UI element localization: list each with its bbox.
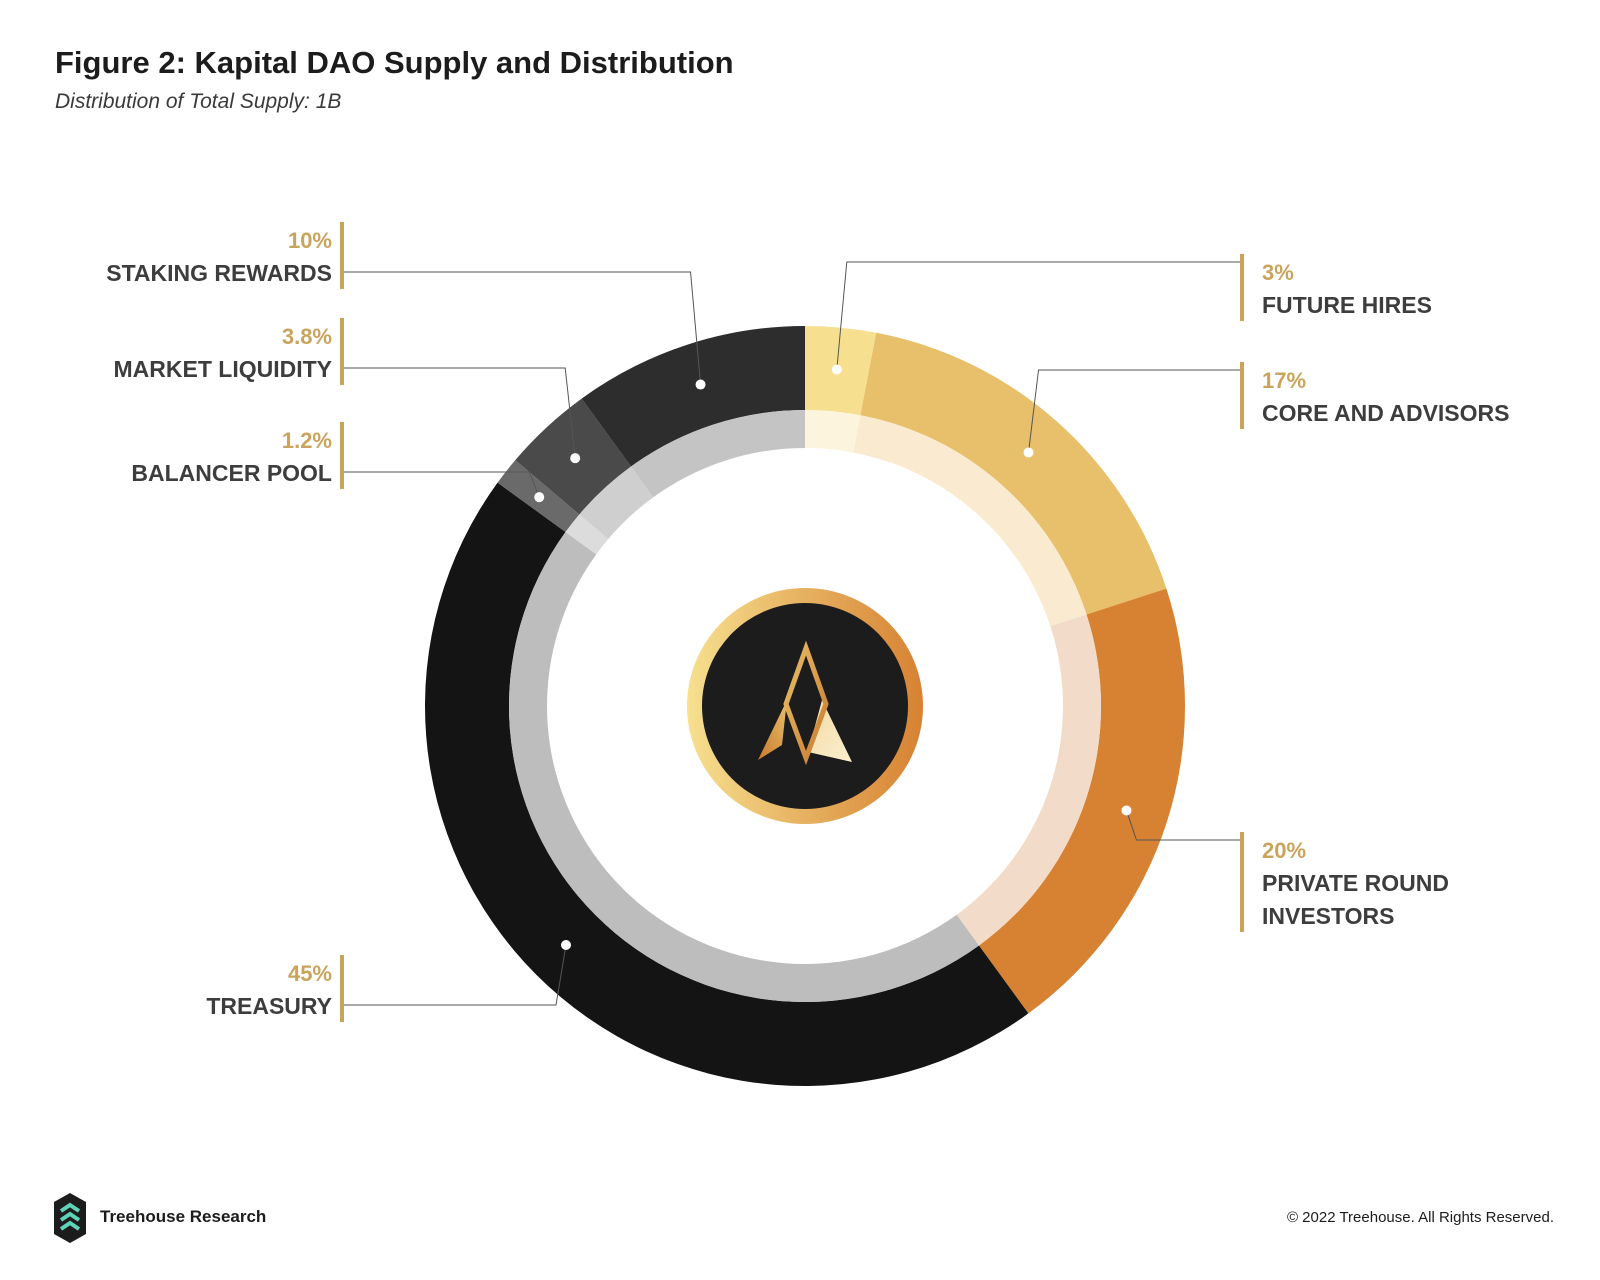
leader-line-market-liquidity — [342, 367, 576, 459]
leader-dot-private-round-investors — [1121, 805, 1132, 816]
label-bar-private-round-investors — [1240, 832, 1244, 932]
slice-core-and-advisors — [860, 332, 1167, 615]
slice-private-round-investors — [978, 588, 1186, 1014]
leader-line-staking-rewards — [342, 271, 702, 385]
leader-line-future-hires — [836, 261, 1242, 370]
category-label-market-liquidity: MARKET LIQUIDITY — [114, 356, 333, 382]
label-bar-staking-rewards — [340, 222, 344, 289]
slice-inner-staking-rewards — [631, 410, 805, 498]
slice-treasury — [425, 482, 1029, 1086]
leader-dot-balancer-pool — [534, 492, 545, 503]
value-label-balancer-pool: 1.2% — [282, 428, 332, 453]
label-bar-balancer-pool — [340, 422, 344, 489]
value-label-staking-rewards: 10% — [288, 228, 332, 253]
leader-dot-future-hires — [831, 364, 842, 375]
kapital-logo — [687, 588, 923, 824]
leader-dot-staking-rewards — [695, 379, 706, 390]
leader-line-balancer-pool — [342, 471, 540, 498]
category-label-staking-rewards: STAKING REWARDS — [106, 260, 332, 286]
value-label-treasury: 45% — [288, 961, 332, 986]
category-label-future-hires: FUTURE HIRES — [1262, 292, 1432, 318]
footer-copyright: © 2022 Treehouse. All Rights Reserved. — [1286, 1209, 1554, 1226]
category-label-core-and-advisors: CORE AND ADVISORS — [1262, 400, 1510, 426]
leader-lines-group — [342, 261, 1242, 1006]
treehouse-logo-icon — [54, 1193, 86, 1243]
leader-dot-core-and-advisors — [1023, 447, 1034, 458]
slice-inner-balancer-pool — [565, 514, 609, 555]
label-bar-future-hires — [1240, 254, 1244, 321]
value-label-future-hires: 3% — [1262, 260, 1294, 285]
chart-title: Figure 2: Kapital DAO Supply and Distrib… — [55, 45, 734, 80]
slice-inner-future-hires — [805, 410, 861, 453]
slice-staking-rewards — [581, 326, 805, 467]
category-label-treasury: TREASURY — [206, 993, 332, 1019]
value-label-market-liquidity: 3.8% — [282, 324, 332, 349]
value-label-private-round-investors: 20% — [1262, 838, 1306, 863]
footer-brand: Treehouse Research — [100, 1207, 267, 1226]
slice-inner-private-round-investors — [956, 614, 1102, 946]
label-bar-core-and-advisors — [1240, 362, 1244, 429]
category-label-private-round-investors: PRIVATE ROUND — [1262, 870, 1449, 896]
slice-inner-core-and-advisors — [853, 415, 1087, 627]
label-bar-market-liquidity — [340, 318, 344, 385]
leader-line-private-round-investors — [1125, 810, 1242, 841]
slice-labels-group: 3% FUTURE HIRES 17% CORE AND ADVISORS 20% PRI… — [106, 222, 1510, 1022]
chart-subtitle: Distribution of Total Supply: 1B — [55, 90, 342, 113]
category-label-private-round-investors: INVESTORS — [1262, 903, 1395, 929]
leader-line-core-and-advisors — [1028, 369, 1242, 453]
slice-inner-market-liquidity — [579, 466, 654, 540]
leader-dot-market-liquidity — [570, 453, 581, 464]
category-label-balancer-pool: BALANCER POOL — [131, 460, 332, 486]
value-label-core-and-advisors: 17% — [1262, 368, 1306, 393]
label-bar-treasury — [340, 955, 344, 1022]
slice-inner-treasury — [508, 532, 979, 1003]
leader-line-treasury — [342, 944, 567, 1006]
leader-dot-treasury — [560, 940, 571, 951]
